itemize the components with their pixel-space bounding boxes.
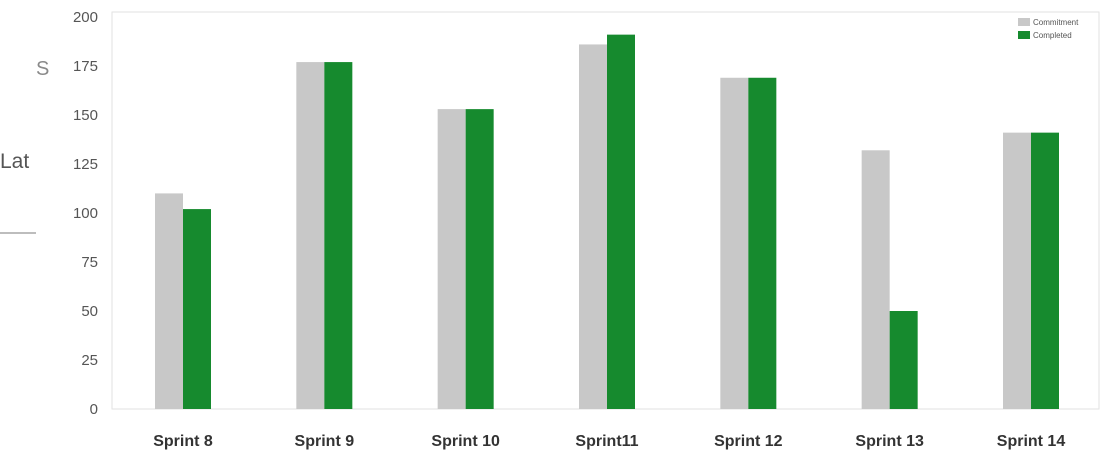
legend-swatch-commitment: [1018, 18, 1030, 26]
bar-completed: [183, 209, 211, 409]
bar-commitment: [437, 109, 466, 410]
bars: [155, 34, 1059, 410]
y-axis: 0 25 50 75 100 125 150 175 200: [73, 9, 98, 418]
x-tick-label: Sprint 13: [855, 433, 924, 450]
y-tick-label: 125: [73, 156, 98, 173]
x-tick-label: Sprint 14: [997, 433, 1066, 450]
x-tick-label: Sprint 8: [153, 433, 213, 450]
bar-completed: [465, 109, 494, 410]
x-tick-label: Sprint 10: [431, 433, 500, 450]
bar-commitment: [155, 193, 183, 409]
background-text-fragment: Lat: [0, 150, 30, 173]
background-divider: [0, 232, 36, 234]
background-text-fragment: S: [36, 58, 50, 80]
bar-completed: [324, 62, 353, 410]
y-tick-label: 75: [81, 254, 98, 271]
y-tick-label: 150: [73, 107, 98, 124]
background-fragments: S Lat: [0, 0, 112, 461]
x-tick-label: Sprint 9: [295, 433, 355, 450]
legend-label: Completed: [1033, 31, 1072, 40]
y-tick-label: 25: [81, 352, 98, 369]
legend-swatch-completed: [1018, 31, 1030, 39]
bar-commitment: [579, 44, 607, 409]
x-axis: Sprint 8 Sprint 9 Sprint 10 Sprint11 Sprint …: [153, 433, 1065, 450]
bar-completed: [1031, 132, 1059, 409]
x-tick-label: Sprint11: [575, 433, 638, 450]
bar-completed: [889, 311, 918, 409]
y-tick-label: 175: [73, 58, 98, 75]
bar-commitment: [1003, 132, 1031, 409]
bar-completed: [607, 34, 635, 409]
bar-commitment: [720, 77, 749, 409]
y-tick-label: 0: [90, 401, 98, 418]
y-tick-label: 200: [73, 9, 98, 26]
bar-commitment: [296, 62, 325, 410]
y-tick-label: 50: [81, 303, 98, 320]
y-tick-label: 100: [73, 205, 98, 222]
legend-label: Commitment: [1033, 18, 1079, 27]
bar-completed: [748, 77, 777, 409]
legend: Commitment Completed: [1018, 18, 1079, 40]
x-tick-label: Sprint 12: [714, 433, 783, 450]
bar-commitment: [861, 150, 890, 409]
